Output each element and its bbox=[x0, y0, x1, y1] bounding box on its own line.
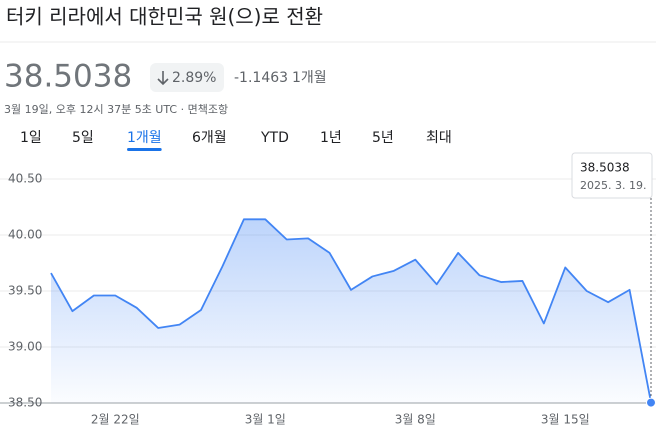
x-tick-label: 2월 22일 bbox=[91, 413, 140, 427]
tab[interactable]: 5일 bbox=[72, 130, 94, 146]
y-tick-label: 40.50 bbox=[8, 172, 42, 186]
tabs: 1일 5일 1개월 6개월 YTD 1년 5년 최대 bbox=[20, 130, 452, 151]
tab[interactable]: 1년 bbox=[320, 130, 342, 146]
change-pill bbox=[150, 63, 224, 92]
tab[interactable]: 1일 bbox=[20, 130, 42, 146]
line bbox=[50, 218, 652, 403]
x-tick-label: 3월 8일 bbox=[395, 413, 436, 427]
period: 1개월 bbox=[292, 70, 327, 86]
price: 38.5038 bbox=[4, 59, 132, 95]
area bbox=[51, 219, 651, 403]
title: 터키 리라에서 대한민국 원(으)로 전환 bbox=[6, 5, 323, 29]
x-tick-label: 3월 1일 bbox=[245, 413, 286, 427]
y-tick-label: 40.00 bbox=[8, 228, 42, 242]
tab[interactable]: 5년 bbox=[372, 130, 394, 146]
tab-underline bbox=[127, 148, 162, 151]
chart: 40.50 40.00 39.50 39.00 38.50 2월 22일 3월 1일 3월 8… bbox=[0, 152, 656, 427]
tooltip-date: 2025. 3. 19. bbox=[580, 179, 646, 192]
down-arrow bbox=[157, 71, 169, 86]
tooltip-value: 38.5038 bbox=[580, 161, 630, 175]
y-tick-label: 39.50 bbox=[8, 284, 42, 298]
tab[interactable]: 최대 bbox=[426, 130, 452, 146]
tab[interactable]: YTD bbox=[260, 130, 289, 146]
y-tick-label: 38.50 bbox=[8, 396, 42, 410]
change: -1.1463 bbox=[234, 70, 288, 86]
tab[interactable]: 6개월 bbox=[192, 130, 227, 146]
meta: 3월 19일, 오후 12시 37분 5초 UTC · 면책조항 bbox=[4, 102, 228, 116]
tab[interactable]: 1개월 bbox=[127, 130, 162, 146]
tooltip-box bbox=[571, 152, 653, 199]
y-tick-label: 39.00 bbox=[8, 340, 42, 354]
change-percent: 2.89% bbox=[172, 70, 216, 86]
x-tick-label: 3월 15일 bbox=[541, 413, 590, 427]
point bbox=[646, 397, 656, 408]
